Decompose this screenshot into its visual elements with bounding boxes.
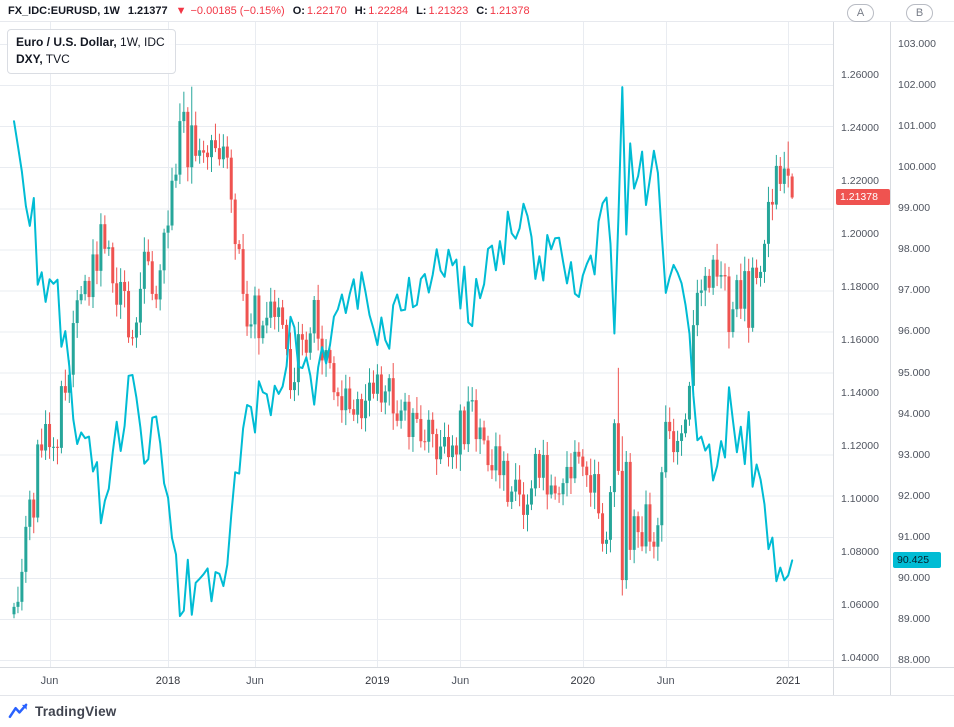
eurusd-axis-label: 1.18000 <box>841 281 879 293</box>
dxy-axis-label: 97.000 <box>898 284 931 297</box>
eurusd-axis-label: 1.04000 <box>841 652 879 664</box>
change-value: −0.00185 (−0.15%) <box>190 4 285 17</box>
eurusd-axis-label: 1.20000 <box>841 228 879 240</box>
dxy-axis-label: 99.000 <box>898 202 931 215</box>
dxy-axis-label: 89.000 <box>898 612 931 625</box>
eurusd-axis-label: 1.10000 <box>841 493 879 505</box>
close-value: C: 1.21378 <box>476 4 530 17</box>
open-value: O: 1.22170 <box>292 4 347 17</box>
last-price-label-eurusd: 1.21378 <box>836 189 890 206</box>
eurusd-axis-label: 1.08000 <box>841 546 879 558</box>
eurusd-axis-label: 1.14000 <box>841 387 879 399</box>
time-axis-label: Jun <box>656 675 675 687</box>
low-value: L: 1.21323 <box>416 4 469 17</box>
eurusd-axis-label: 1.24000 <box>841 122 879 134</box>
time-axis-label: 2018 <box>155 675 181 687</box>
time-axis-label: 2020 <box>570 675 596 687</box>
price-change: ▼ −0.00185 (−0.15%) <box>176 5 285 17</box>
price-scale-eurusd[interactable]: 1.21378 1.26000 1.24000 1.22000 1.20000 1.18… <box>834 0 890 695</box>
high-value: H: 1.22284 <box>354 4 409 17</box>
symbol-info-bar: FX_IDC:EURUSD, 1W 1.21377 ▼ −0.00185 (−0… <box>0 0 954 22</box>
tradingview-logo-icon <box>8 703 28 718</box>
dxy-axis-label: 94.000 <box>898 407 931 420</box>
tradingview-logo[interactable]: TradingView <box>8 702 116 722</box>
dxy-axis-label: 102.000 <box>898 79 936 92</box>
eurusd-axis-label: 1.26000 <box>841 69 879 81</box>
time-scale[interactable]: Jun 2018 Jun 2019 Jun 2020 Jun 2021 <box>0 667 954 695</box>
dxy-axis-label: 88.000 <box>898 654 931 666</box>
scale-a-button[interactable]: A <box>847 4 874 22</box>
time-axis-label: Jun <box>451 675 470 687</box>
dxy-axis-label: 95.000 <box>898 366 931 379</box>
dxy-axis-label: 96.000 <box>898 325 931 338</box>
eurusd-axis-label: 1.06000 <box>841 599 879 611</box>
price-scale-dxy[interactable]: 90.425 103.000 102.000 101.000 100.000 99.00… <box>891 0 954 695</box>
bottom-bar: TradingView <box>0 695 954 727</box>
dxy-axis-label: 90.000 <box>898 571 931 584</box>
dxy-axis-label: 93.000 <box>898 448 931 461</box>
time-axis-label: 2019 <box>365 675 390 687</box>
dxy-axis-label: 101.000 <box>898 120 936 133</box>
last-price: 1.21377 <box>127 4 168 17</box>
symbol-name[interactable]: FX_IDC:EURUSD, 1W <box>8 4 120 17</box>
scale-separator <box>890 22 891 695</box>
dxy-axis-label: 100.000 <box>898 161 936 174</box>
time-axis-label: Jun <box>40 675 59 687</box>
eurusd-axis-label: 1.12000 <box>841 440 879 452</box>
last-price-label-dxy: 90.425 <box>893 552 941 569</box>
time-axis-label: Jun <box>246 675 264 687</box>
eurusd-axis-label: 1.16000 <box>841 334 879 346</box>
legend-main-series[interactable]: Euro / U.S. Dollar, 1W, IDC <box>16 35 165 49</box>
legend-overlay-series[interactable]: DXY, TVC <box>16 52 70 67</box>
dxy-axis-label: 91.000 <box>898 530 931 543</box>
eurusd-axis-label: 1.22000 <box>841 175 879 187</box>
scale-b-button[interactable]: B <box>906 4 933 22</box>
down-arrow-icon: ▼ <box>175 4 187 17</box>
chart-legend: Euro / U.S. Dollar, 1W, IDC DXY, TVC <box>7 29 176 75</box>
scale-separator <box>833 22 834 695</box>
time-axis-label: 2021 <box>775 675 801 687</box>
tradingview-logo-text: TradingView <box>35 704 117 719</box>
dxy-axis-label: 103.000 <box>898 38 936 50</box>
dxy-axis-label: 98.000 <box>898 243 931 256</box>
dxy-axis-label: 92.000 <box>898 489 931 502</box>
